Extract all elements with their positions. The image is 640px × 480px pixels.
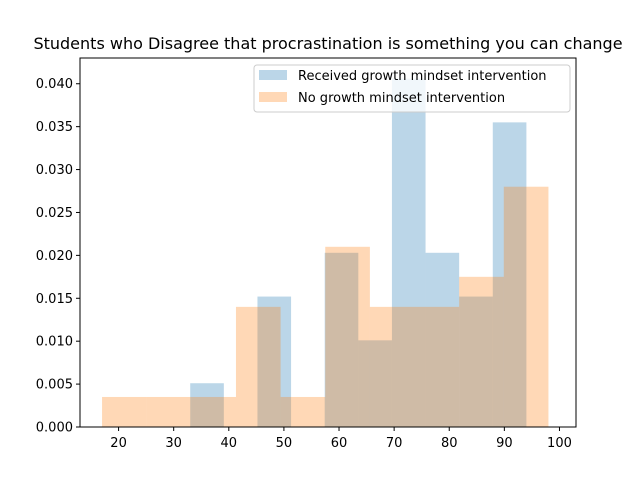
legend-swatch-none	[259, 92, 287, 102]
bar-series1-bin6	[369, 306, 415, 427]
x-axis: 20 30 40 50 60 70 80 90 100	[110, 427, 572, 451]
x-tick-label-8: 100	[547, 436, 572, 451]
bar-series0-bin2	[257, 296, 292, 427]
y-tick-label-8: 0.040	[36, 77, 73, 92]
x-tick-label-4: 60	[331, 436, 348, 451]
x-tick-label-6: 80	[441, 436, 458, 451]
y-tick-label-1: 0.005	[36, 378, 73, 393]
x-tick-label-0: 20	[110, 436, 127, 451]
bar-series1-bin0	[102, 396, 147, 427]
y-tick-label-5: 0.025	[36, 206, 73, 221]
bar-series0-bin8	[459, 296, 493, 427]
x-tick-label-7: 90	[496, 436, 513, 451]
y-tick-label-7: 0.035	[36, 120, 73, 135]
x-tick-label-2: 40	[221, 436, 238, 451]
chart-title: Students who Disagree that procrastinati…	[33, 34, 622, 53]
bar-series1-bin8	[459, 276, 504, 427]
legend: Received growth mindset intervention No …	[253, 64, 571, 113]
bar-series0-bin5	[358, 340, 392, 427]
y-axis: 0.000 0.005 0.010 0.015 0.020 0.025 0.030 0.035…	[36, 77, 80, 436]
bar-series0-bin4	[324, 252, 359, 427]
bars-layer	[102, 78, 549, 428]
legend-label-none: No growth mindset intervention	[298, 91, 505, 106]
y-tick-label-6: 0.030	[36, 163, 73, 178]
plot-frame	[79, 57, 577, 428]
x-tick-label-5: 70	[386, 436, 403, 451]
bar-series0-bin7	[425, 252, 460, 427]
bar-series0-bin6	[391, 78, 426, 428]
bar-series1-bin3	[235, 306, 281, 427]
y-tick-label-3: 0.015	[36, 292, 73, 307]
legend-swatch-received	[259, 70, 287, 80]
bar-series1-bin7	[414, 306, 460, 427]
y-tick-label-0: 0.000	[36, 421, 73, 436]
bar-series1-bin2	[191, 396, 236, 427]
legend-label-received: Received growth mindset intervention	[298, 69, 547, 84]
bar-series1-bin1	[146, 396, 192, 427]
y-tick-label-4: 0.020	[36, 249, 73, 264]
x-tick-label-1: 30	[165, 436, 182, 451]
bar-series1-bin4	[280, 396, 326, 427]
legend-frame	[253, 64, 571, 113]
x-tick-label-3: 50	[276, 436, 293, 451]
y-tick-label-2: 0.010	[36, 335, 73, 350]
bar-series0-bin0	[190, 383, 224, 427]
bar-series1-bin5	[325, 246, 370, 427]
bar-series0-bin9	[492, 122, 527, 427]
bar-series1-bin9	[503, 186, 549, 427]
